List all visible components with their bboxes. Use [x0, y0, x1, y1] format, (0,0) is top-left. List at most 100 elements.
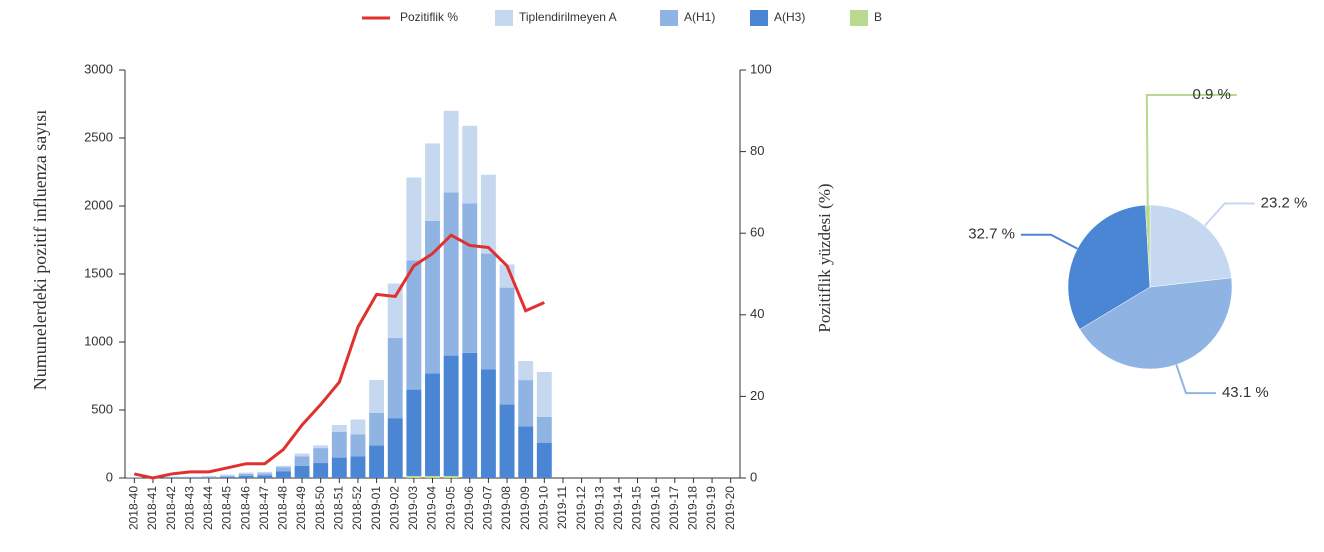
x-tick-label: 2018-52 — [350, 486, 364, 530]
y-tick-label: 1000 — [84, 333, 113, 348]
x-tick-label: 2019-17 — [667, 486, 681, 530]
x-tick-label: 2019-16 — [648, 486, 662, 530]
bar-segment — [406, 475, 422, 478]
x-tick-label: 2018-51 — [331, 486, 345, 530]
bar-segment — [406, 260, 422, 390]
bar-segment — [350, 456, 366, 478]
bar-segment — [313, 445, 329, 449]
y-tick-label: 2000 — [84, 197, 113, 212]
pie-slice — [1149, 204, 1232, 288]
bar-segment — [350, 434, 366, 457]
bar-segment — [480, 369, 496, 478]
y-axis-label: Numunelerdeki pozitif influenza sayısı — [30, 110, 50, 390]
leader-line — [1145, 94, 1237, 206]
x-tick-label: 2019-07 — [481, 486, 495, 530]
leader-line — [1175, 364, 1216, 395]
bar-segment — [518, 380, 534, 427]
y-tick-label: 3000 — [84, 61, 113, 76]
bar-segment — [331, 431, 347, 458]
bar-segment — [350, 419, 366, 435]
bar-segment — [257, 471, 273, 474]
bar-segment — [462, 203, 478, 353]
bar-segment — [462, 352, 478, 478]
bar-segment — [480, 174, 496, 254]
bar-segment — [238, 472, 254, 474]
bar-segment — [331, 424, 347, 432]
y-tick-label: 1500 — [84, 265, 113, 280]
bar-segment — [313, 463, 329, 478]
bar-segment — [182, 477, 198, 478]
pie-label: 23.2 % — [1261, 194, 1308, 211]
x-tick-label: 2019-19 — [704, 486, 718, 530]
bar-segment — [275, 467, 291, 472]
bar-segment — [275, 465, 291, 468]
bar-segment — [331, 457, 347, 478]
bar-segment — [499, 287, 515, 405]
bar-segment — [443, 475, 459, 478]
x-tick-label: 2018-43 — [182, 486, 196, 530]
leader-line — [1203, 202, 1255, 227]
bar-segment — [201, 477, 217, 478]
bar-segment — [238, 475, 254, 478]
x-tick-label: 2019-03 — [406, 486, 420, 530]
bar-segment — [387, 418, 403, 478]
x-tick-label: 2019-15 — [630, 486, 644, 530]
bar-segment — [238, 473, 254, 476]
x-tick-label: 2019-18 — [686, 486, 700, 530]
x-tick-label: 2018-46 — [238, 486, 252, 530]
y2-axis-label: Pozitiflik yüzdesi (%) — [815, 183, 834, 332]
bar-segment — [220, 476, 235, 478]
x-tick-label: 2018-48 — [276, 486, 290, 530]
y2-tick-label: 20 — [750, 388, 764, 403]
x-tick-label: 2019-10 — [536, 486, 550, 530]
x-tick-label: 2019-02 — [387, 486, 401, 530]
legend-swatch — [850, 10, 868, 26]
x-tick-label: 2018-40 — [126, 486, 140, 530]
bar-segment — [499, 404, 515, 478]
bar-segment — [406, 177, 422, 261]
pie-label: 0.9 % — [1192, 86, 1230, 103]
x-tick-label: 2018-47 — [257, 486, 271, 530]
pie-label: 43.1 % — [1222, 384, 1269, 401]
x-tick-label: 2019-13 — [592, 486, 606, 530]
bar-segment — [443, 192, 459, 356]
x-tick-label: 2018-44 — [201, 486, 215, 530]
x-tick-label: 2019-08 — [499, 486, 513, 530]
y-tick-label: 2500 — [84, 129, 113, 144]
legend-label: B — [874, 10, 882, 24]
x-tick-label: 2019-14 — [611, 486, 625, 530]
bar-segment — [257, 473, 273, 476]
legend-label: A(H3) — [774, 10, 805, 24]
y-tick-label: 0 — [106, 469, 113, 484]
x-tick-label: 2018-49 — [294, 486, 308, 530]
bar-segment — [443, 355, 459, 476]
bar-segment — [369, 445, 385, 478]
bar-segment — [518, 426, 534, 478]
bar-segment — [369, 412, 385, 446]
x-tick-label: 2019-01 — [369, 486, 383, 530]
x-tick-label: 2018-42 — [164, 486, 178, 530]
bar-segment — [425, 143, 440, 221]
bar-segment — [387, 337, 403, 419]
x-tick-label: 2019-20 — [723, 486, 737, 530]
pie-slice — [1067, 204, 1151, 330]
legend-label: Tiplendirilmeyen A — [519, 10, 617, 24]
y2-tick-label: 40 — [750, 306, 764, 321]
bar-segment — [462, 125, 478, 204]
bar-segment — [220, 475, 235, 477]
bar-segment — [480, 253, 496, 370]
bar-segment — [443, 110, 459, 193]
bar-segment — [369, 380, 385, 413]
y2-tick-label: 60 — [750, 225, 764, 240]
x-tick-label: 2018-45 — [220, 486, 234, 530]
x-tick-label: 2019-11 — [555, 486, 569, 529]
bar-segment — [164, 477, 180, 478]
bar-segment — [518, 361, 534, 381]
bar-segment — [294, 456, 310, 466]
bar-segment — [425, 373, 440, 476]
x-tick-label: 2018-41 — [145, 486, 159, 530]
x-tick-label: 2018-50 — [313, 486, 327, 530]
legend-swatch — [660, 10, 678, 26]
legend-swatch — [495, 10, 513, 26]
